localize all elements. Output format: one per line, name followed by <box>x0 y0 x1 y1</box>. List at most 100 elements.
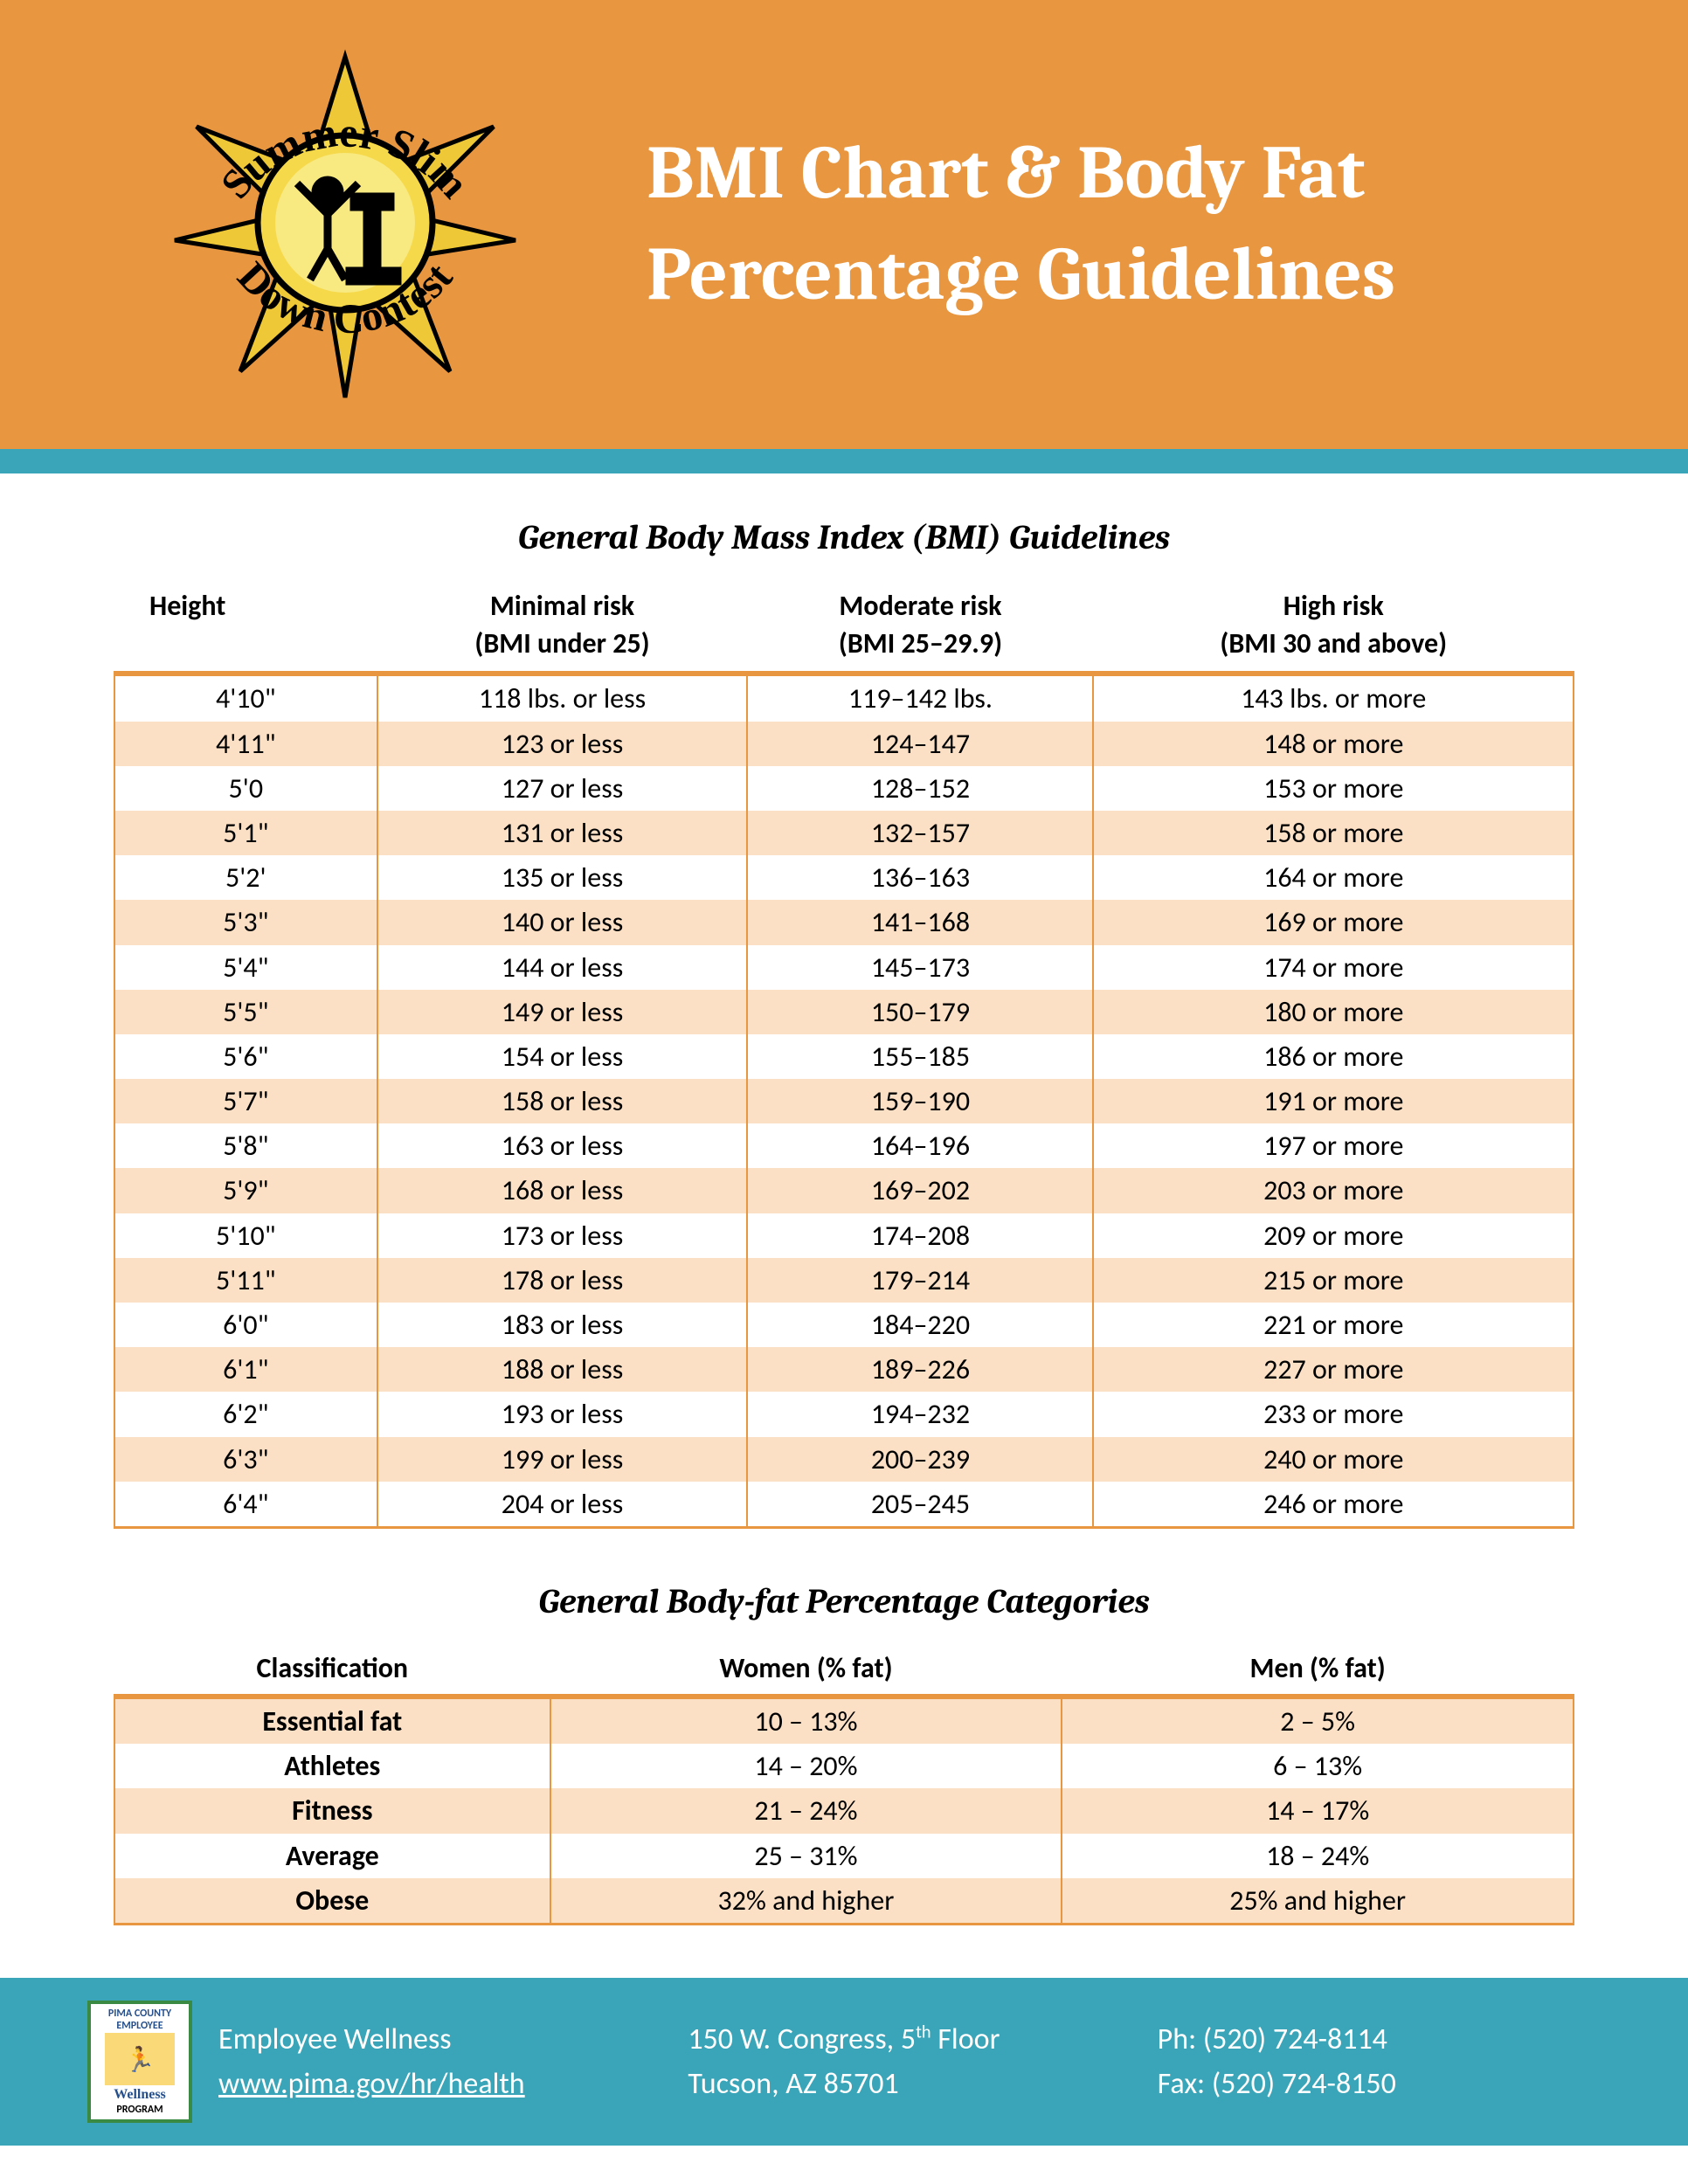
content: General Body Mass Index (BMI) Guidelines… <box>0 473 1688 1978</box>
col-line1: High risk <box>1283 589 1384 623</box>
table-cell: 132–157 <box>747 811 1093 855</box>
table-cell: 124–147 <box>747 722 1093 766</box>
badge-people-icon: 🏃 <box>105 2033 175 2085</box>
table-cell: 5'7" <box>114 1079 377 1123</box>
col-line1: Height <box>149 589 225 623</box>
wellness-program-badge-icon: PIMA COUNTY EMPLOYEE 🏃 Wellness PROGRAM <box>87 2001 192 2123</box>
table-cell: 203 or more <box>1093 1168 1574 1213</box>
table-cell: 164 or more <box>1093 855 1574 900</box>
table-row: Essential fat10 – 13%2 – 5% <box>114 1697 1574 1744</box>
header-bar: Summer Slim Down Contest BMI Chart & Bod… <box>0 0 1688 449</box>
fat-col-men: Men (% fat) <box>1062 1644 1574 1697</box>
table-cell: 155–185 <box>747 1034 1093 1079</box>
table-cell: 150–179 <box>747 990 1093 1034</box>
table-cell: Fitness <box>114 1788 550 1833</box>
table-cell: 6'2" <box>114 1392 377 1436</box>
footer-col-3: Ph: (520) 724-8114 Fax: (520) 724-8150 <box>1158 2017 1601 2106</box>
table-cell: 205–245 <box>747 1482 1093 1528</box>
table-cell: 141–168 <box>747 900 1093 944</box>
table-cell: 191 or more <box>1093 1079 1574 1123</box>
table-cell: 25% and higher <box>1062 1878 1574 1925</box>
table-cell: 169–202 <box>747 1168 1093 1213</box>
table-cell: 163 or less <box>377 1123 748 1168</box>
table-cell: 4'10" <box>114 674 377 721</box>
table-cell: 5'8" <box>114 1123 377 1168</box>
table-cell: 14 – 20% <box>550 1744 1062 1788</box>
table-cell: 5'10" <box>114 1213 377 1258</box>
table-cell: 164–196 <box>747 1123 1093 1168</box>
summer-slim-logo: Summer Slim Down Contest <box>96 44 594 405</box>
bmi-col-highrisk: High risk (BMI 30 and above) <box>1093 580 1574 674</box>
footer-website-link[interactable]: www.pima.gov/hr/health <box>218 2066 525 2102</box>
footer-address-line2: Tucson, AZ 85701 <box>688 2062 1131 2106</box>
table-cell: 158 or more <box>1093 811 1574 855</box>
table-cell: 194–232 <box>747 1392 1093 1436</box>
table-row: 5'11"178 or less179–214215 or more <box>114 1258 1574 1303</box>
table-cell: 233 or more <box>1093 1392 1574 1436</box>
table-cell: 227 or more <box>1093 1347 1574 1392</box>
table-cell: 186 or more <box>1093 1034 1574 1079</box>
table-cell: 180 or more <box>1093 990 1574 1034</box>
table-cell: 32% and higher <box>550 1878 1062 1925</box>
table-row: 6'1"188 or less189–226227 or more <box>114 1347 1574 1392</box>
table-row: 5'0127 or less128–152153 or more <box>114 766 1574 811</box>
table-cell: 159–190 <box>747 1079 1093 1123</box>
table-cell: Obese <box>114 1878 550 1925</box>
table-cell: Average <box>114 1834 550 1878</box>
table-cell: 5'6" <box>114 1034 377 1079</box>
table-cell: 215 or more <box>1093 1258 1574 1303</box>
table-cell: 5'2' <box>114 855 377 900</box>
footer-col-1: Employee Wellness www.pima.gov/hr/health <box>218 2017 661 2106</box>
table-row: 6'0"183 or less184–220221 or more <box>114 1303 1574 1347</box>
bmi-col-minrisk: Minimal risk (BMI under 25) <box>377 580 748 674</box>
table-row: 5'9"168 or less169–202203 or more <box>114 1168 1574 1213</box>
table-row: Average25 – 31%18 – 24% <box>114 1834 1574 1878</box>
table-cell: 174–208 <box>747 1213 1093 1258</box>
col-line2: (BMI 30 and above) <box>1093 625 1574 662</box>
table-cell: 18 – 24% <box>1062 1834 1574 1878</box>
table-cell: 127 or less <box>377 766 748 811</box>
table-cell: 173 or less <box>377 1213 748 1258</box>
accent-bar <box>0 449 1688 473</box>
table-cell: 6'3" <box>114 1437 377 1482</box>
fat-section-title: General Body-fat Percentage Categories <box>114 1581 1574 1621</box>
bmi-col-modrisk: Moderate risk (BMI 25–29.9) <box>747 580 1093 674</box>
table-cell: 119–142 lbs. <box>747 674 1093 721</box>
table-cell: 189–226 <box>747 1347 1093 1392</box>
table-cell: 140 or less <box>377 900 748 944</box>
badge-top: PIMA COUNTY EMPLOYEE <box>93 2008 187 2032</box>
bmi-col-height: Height <box>114 580 377 674</box>
col-line2: (BMI 25–29.9) <box>747 625 1093 662</box>
table-cell: 174 or more <box>1093 945 1574 990</box>
table-cell: 5'3" <box>114 900 377 944</box>
bmi-table: Height Minimal risk (BMI under 25) Moder… <box>114 580 1574 1529</box>
fat-table: Classification Women (% fat) Men (% fat)… <box>114 1644 1574 1925</box>
table-row: Athletes14 – 20%6 – 13% <box>114 1744 1574 1788</box>
table-row: 6'2"193 or less194–232233 or more <box>114 1392 1574 1436</box>
footer-fax: Fax: (520) 724-8150 <box>1158 2062 1601 2106</box>
footer-address-line1: 150 W. Congress, 5th Floor <box>688 2017 1131 2062</box>
fat-col-women: Women (% fat) <box>550 1644 1062 1697</box>
page-title: BMI Chart & Body Fat Percentage Guidelin… <box>594 123 1601 326</box>
table-cell: 4'11" <box>114 722 377 766</box>
badge-mid: Wellness <box>114 2087 166 2103</box>
table-row: 5'3"140 or less141–168169 or more <box>114 900 1574 944</box>
table-cell: Essential fat <box>114 1697 550 1744</box>
table-cell: 183 or less <box>377 1303 748 1347</box>
table-cell: 5'4" <box>114 945 377 990</box>
bmi-section-title: General Body Mass Index (BMI) Guidelines <box>114 517 1574 557</box>
table-cell: 153 or more <box>1093 766 1574 811</box>
table-cell: 5'0 <box>114 766 377 811</box>
table-cell: 21 – 24% <box>550 1788 1062 1833</box>
col-line1: Minimal risk <box>490 589 634 623</box>
table-cell: 25 – 31% <box>550 1834 1062 1878</box>
table-row: 5'4"144 or less145–173174 or more <box>114 945 1574 990</box>
table-cell: 5'11" <box>114 1258 377 1303</box>
table-cell: 154 or less <box>377 1034 748 1079</box>
footer-phone: Ph: (520) 724-8114 <box>1158 2017 1601 2062</box>
table-row: 5'6"154 or less155–185186 or more <box>114 1034 1574 1079</box>
table-row: 5'10"173 or less174–208209 or more <box>114 1213 1574 1258</box>
col-line2: (BMI under 25) <box>377 625 748 662</box>
table-row: 4'10"118 lbs. or less119–142 lbs.143 lbs… <box>114 674 1574 721</box>
footer-org-name: Employee Wellness <box>218 2017 661 2062</box>
